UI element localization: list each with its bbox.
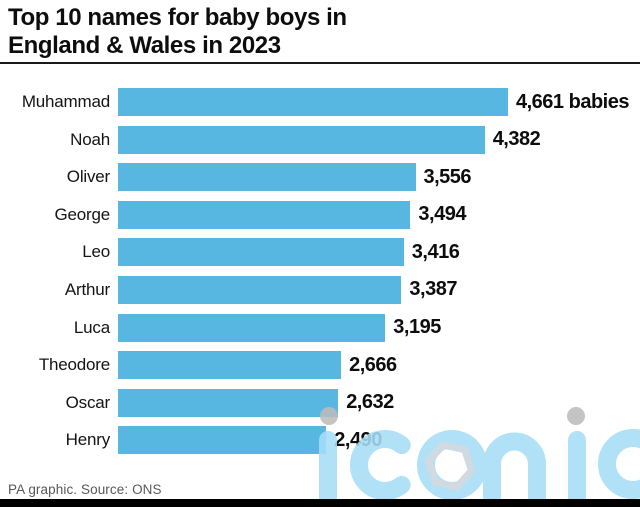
bar	[118, 125, 485, 154]
chart-row: Leo 3,416	[0, 238, 640, 267]
bar	[118, 351, 342, 380]
chart-row: Oliver 3,556	[0, 163, 640, 192]
bar-value: 2,632	[346, 391, 394, 414]
bar-label: Leo	[82, 242, 110, 262]
chart-row: Henry 2,490	[0, 426, 640, 455]
bar-chart: Muhammad 4,661 babies Noah 4,382 Oliver 3,556…	[0, 88, 640, 455]
chart-row: Oscar 2,632	[0, 388, 640, 417]
source-credit: PA graphic. Source: ONS	[8, 482, 162, 497]
bar-label: Arthur	[64, 279, 110, 299]
bar-value: 3,387	[409, 278, 457, 301]
chart-title: Top 10 names for baby boys in England & …	[8, 4, 347, 59]
bar-label: Oliver	[66, 167, 110, 187]
bar	[118, 426, 327, 455]
bar	[118, 238, 404, 267]
bar-value: 4,661 babies	[516, 90, 629, 113]
bar	[118, 200, 411, 229]
bar	[118, 275, 402, 304]
bar-label: George	[54, 204, 110, 224]
bar-label: Noah	[70, 129, 110, 149]
bar	[118, 313, 386, 342]
chart-row: Luca 3,195	[0, 313, 640, 342]
bar-value: 3,416	[411, 240, 460, 263]
chart-rows: Muhammad 4,661 babies Noah 4,382 Oliver 3,556…	[0, 88, 640, 455]
chart-row: Theodore 2,666	[0, 351, 640, 380]
bar-label: Henry	[65, 430, 111, 450]
bar-value: 3,556	[423, 165, 472, 188]
bar-label: Muhammad	[21, 92, 110, 111]
bottom-bar	[0, 499, 640, 507]
chart-row: Muhammad 4,661 babies	[0, 88, 640, 116]
bar-value: 2,666	[349, 353, 397, 376]
bar	[118, 388, 339, 417]
chart-row: Noah 4,382	[0, 125, 640, 154]
title-divider	[0, 62, 640, 64]
bar-value: 4,382	[492, 128, 541, 151]
bar-value: 3,494	[418, 203, 466, 226]
bar	[118, 88, 508, 116]
chart-row: George 3,494	[0, 200, 640, 229]
bar	[118, 163, 416, 192]
bar-value: 3,195	[393, 316, 441, 339]
bar-label: Oscar	[65, 392, 111, 412]
bar-label: Theodore	[38, 355, 110, 375]
bar-label: Luca	[73, 317, 110, 337]
chart-row: Arthur 3,387	[0, 275, 640, 304]
bar-value: 2,490	[334, 428, 382, 451]
